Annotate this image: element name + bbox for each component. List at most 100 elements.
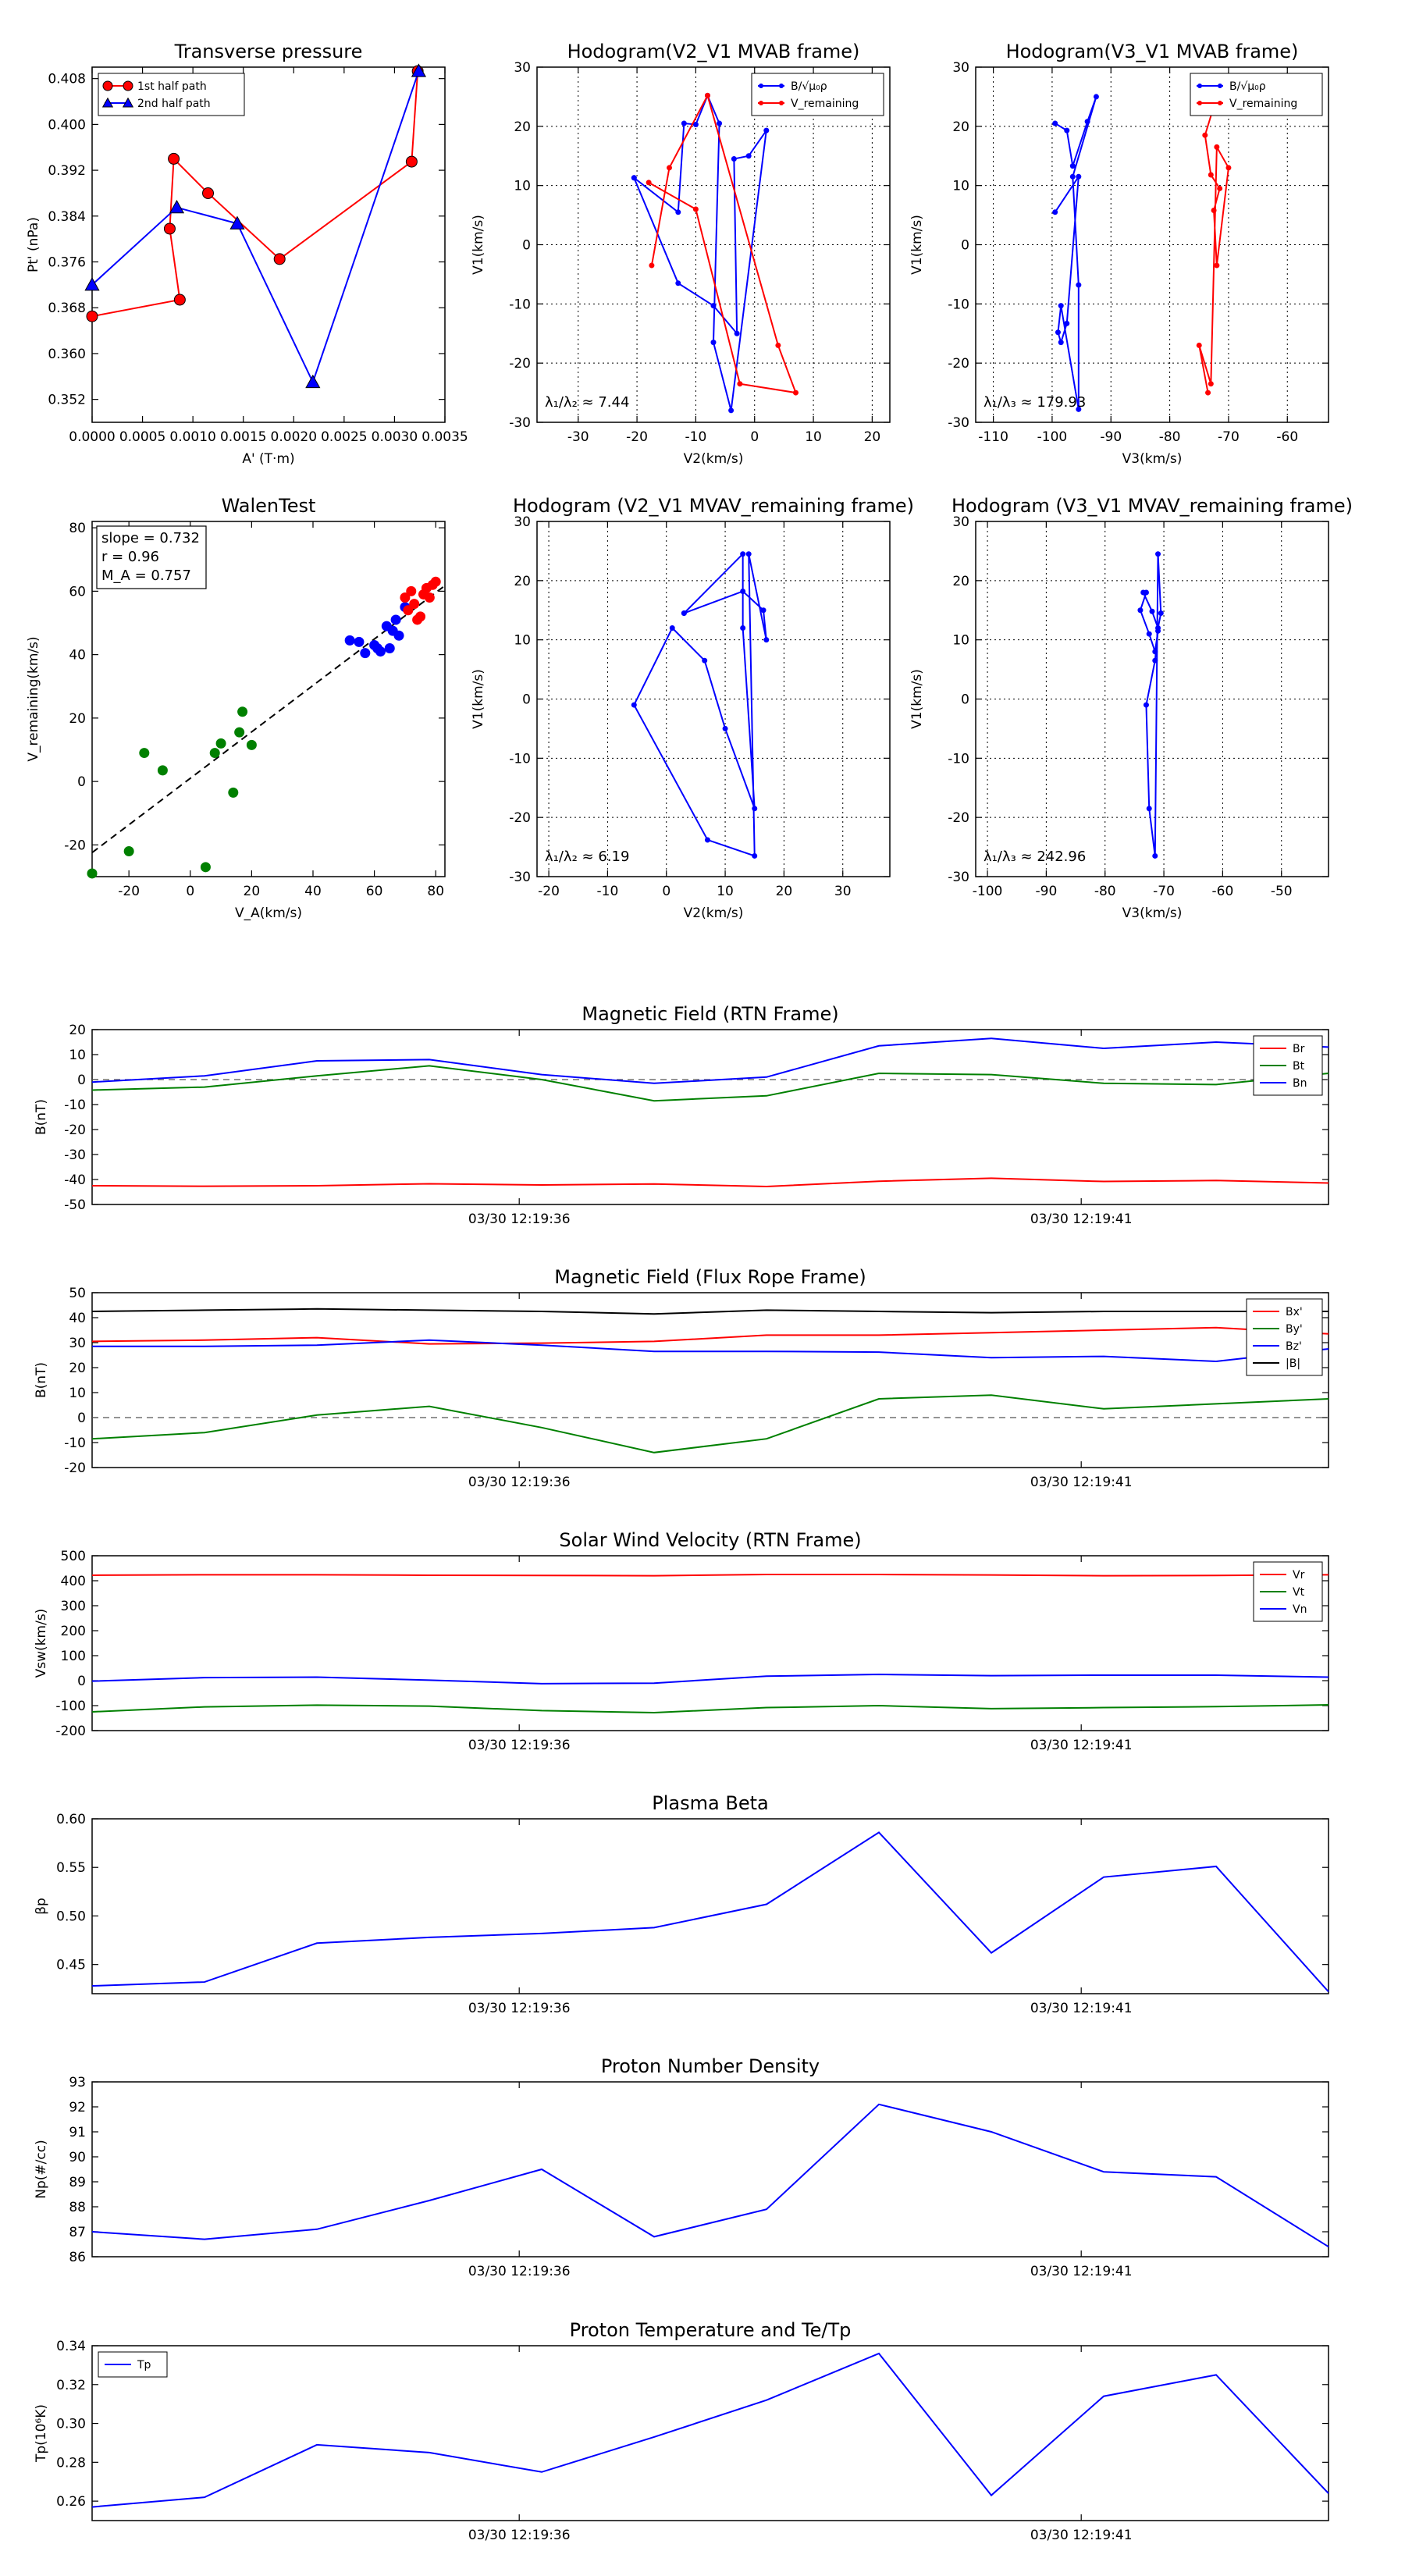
data-point bbox=[430, 576, 441, 587]
data-point bbox=[1064, 127, 1070, 133]
y-tick-label: 10 bbox=[952, 633, 969, 649]
data-point bbox=[631, 702, 637, 708]
series-line bbox=[92, 1339, 1329, 1363]
ratio-annotation: λ₁/λ₂ ≈ 7.44 bbox=[545, 394, 629, 411]
chart-title: Hodogram(V2_V1 MVAB frame) bbox=[567, 41, 860, 62]
x-tick-label: 60 bbox=[366, 884, 383, 899]
data-point bbox=[740, 551, 746, 557]
x-tick-label: 0.0010 bbox=[169, 429, 215, 445]
data-point bbox=[1152, 657, 1158, 664]
series-line bbox=[91, 1574, 1329, 1577]
data-point bbox=[681, 610, 687, 617]
y-tick-label: 0 bbox=[77, 1073, 86, 1088]
data-point bbox=[631, 175, 637, 181]
data-point bbox=[1208, 172, 1214, 178]
legend: Bx' By' Bz' |B| bbox=[1246, 1298, 1323, 1376]
legend-label: V_remaining bbox=[1229, 98, 1297, 110]
y-axis-label: Vsw(km/s) bbox=[34, 1609, 49, 1678]
axes-ts1: 03/30 12:19:36 03/30 12:19:41 -50 -40 -30 -20… bbox=[34, 1003, 1329, 1227]
y-tick-label: -20 bbox=[948, 356, 969, 372]
x-tick-label: 03/30 12:19:41 bbox=[1030, 1738, 1133, 1753]
data-point bbox=[704, 92, 710, 98]
series-line bbox=[91, 1704, 1329, 1713]
data-point bbox=[704, 837, 710, 843]
series-line bbox=[91, 1326, 1329, 1345]
series-line bbox=[91, 1831, 1329, 1993]
x-tick-label: 0.0020 bbox=[271, 429, 317, 445]
plot-frame bbox=[975, 66, 1329, 423]
x-tick-label: -10 bbox=[597, 884, 619, 899]
series-line bbox=[91, 1308, 1329, 1315]
y-tick-label: -40 bbox=[64, 1172, 86, 1188]
legend-label: By' bbox=[1286, 1323, 1303, 1336]
x-tick-label: -70 bbox=[1153, 884, 1175, 899]
y-tick-label: 86 bbox=[69, 2250, 86, 2265]
data-point bbox=[728, 407, 735, 414]
data-point bbox=[740, 588, 746, 594]
y-tick-label: 30 bbox=[514, 514, 531, 530]
data-point bbox=[1155, 551, 1161, 557]
data-point bbox=[692, 206, 699, 212]
series-line bbox=[1054, 96, 1097, 410]
data-point bbox=[702, 657, 708, 664]
y-tick-label: 0.30 bbox=[56, 2417, 86, 2432]
x-tick-label: 03/30 12:19:41 bbox=[1030, 1212, 1133, 1227]
y-tick-label: -20 bbox=[509, 356, 531, 372]
axes-h1: -30 -20 -10 0 10 20 -30 -20 -10 0 10 20 30 Hodogram(V… bbox=[471, 41, 891, 467]
data-point bbox=[215, 738, 226, 749]
data-point bbox=[649, 262, 655, 269]
data-point bbox=[1225, 165, 1232, 171]
data-point bbox=[406, 585, 417, 596]
x-tick-label: -10 bbox=[685, 429, 707, 445]
legend: 1st half path 2nd half path bbox=[98, 73, 245, 116]
x-axis-label: A' (T·m) bbox=[242, 451, 294, 467]
y-tick-label: 0.408 bbox=[48, 72, 86, 87]
plot-frame bbox=[975, 521, 1329, 877]
y-tick-label: -30 bbox=[509, 870, 531, 885]
data-point bbox=[1058, 340, 1064, 346]
y-axis-label: V1(km/s) bbox=[909, 215, 925, 275]
data-point bbox=[745, 551, 752, 557]
x-tick-label: 03/30 12:19:36 bbox=[468, 1212, 571, 1227]
plot-frame bbox=[91, 1029, 1329, 1205]
data-point bbox=[102, 80, 113, 91]
y-tick-label: 0.34 bbox=[56, 2339, 86, 2354]
series-line bbox=[633, 552, 767, 857]
y-tick-label: -20 bbox=[509, 810, 531, 826]
data-point bbox=[1143, 702, 1149, 708]
data-point bbox=[1076, 282, 1082, 288]
chart-title: Proton Number Density bbox=[601, 2055, 820, 2077]
data-point bbox=[246, 739, 257, 750]
series-group bbox=[1052, 94, 1232, 412]
stats-line: M_A = 0.757 bbox=[101, 568, 191, 584]
x-tick-label: 20 bbox=[776, 884, 793, 899]
data-point bbox=[390, 614, 401, 625]
data-point bbox=[722, 725, 728, 731]
series-line bbox=[91, 2352, 1329, 2508]
x-tick-label: -20 bbox=[118, 884, 140, 899]
x-tick-label: 0.0030 bbox=[372, 429, 418, 445]
x-tick-label: 0 bbox=[662, 884, 670, 899]
data-point bbox=[1214, 144, 1220, 150]
data-point bbox=[405, 155, 418, 168]
y-tick-label: 20 bbox=[69, 1361, 86, 1376]
x-tick-label: 03/30 12:19:36 bbox=[468, 2264, 571, 2279]
x-tick-label: 0.0005 bbox=[119, 429, 165, 445]
data-point bbox=[1158, 610, 1164, 617]
x-tick-label: -20 bbox=[626, 429, 648, 445]
series-line bbox=[91, 1177, 1329, 1187]
y-tick-label: 300 bbox=[61, 1599, 86, 1614]
data-point bbox=[1076, 173, 1082, 180]
y-tick-label: -200 bbox=[55, 1724, 86, 1739]
y-tick-label: 0.50 bbox=[56, 1909, 86, 1924]
x-tick-label: 03/30 12:19:41 bbox=[1030, 2528, 1133, 2543]
series-line bbox=[91, 71, 419, 318]
data-point bbox=[360, 648, 371, 659]
y-tick-label: 40 bbox=[69, 648, 86, 664]
y-tick-label: 0.60 bbox=[56, 1812, 86, 1827]
data-point bbox=[86, 310, 98, 322]
series-line bbox=[91, 1673, 1329, 1685]
data-point bbox=[1208, 381, 1214, 387]
y-tick-label: 10 bbox=[952, 179, 969, 194]
x-tick-label: -50 bbox=[1271, 884, 1293, 899]
